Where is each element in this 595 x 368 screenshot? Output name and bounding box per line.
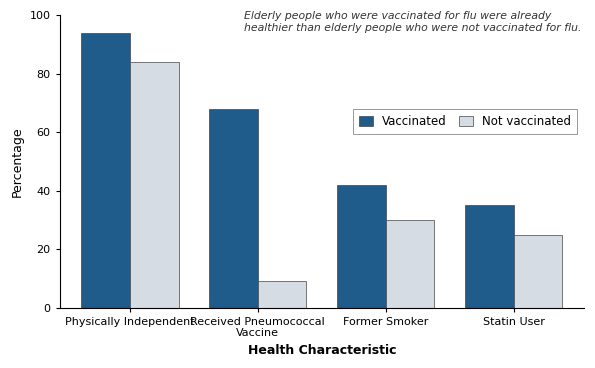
Legend: Vaccinated, Not vaccinated: Vaccinated, Not vaccinated: [353, 109, 577, 134]
Bar: [82, 33, 130, 308]
Bar: [337, 185, 386, 308]
Bar: [386, 220, 434, 308]
Bar: [513, 234, 562, 308]
Bar: [465, 205, 513, 308]
Y-axis label: Percentage: Percentage: [11, 126, 24, 197]
X-axis label: Health Characteristic: Health Characteristic: [248, 344, 396, 357]
Bar: [258, 282, 306, 308]
Text: Elderly people who were vaccinated for flu were already
healthier than elderly p: Elderly people who were vaccinated for f…: [244, 11, 581, 33]
Bar: [209, 109, 258, 308]
Bar: [130, 62, 178, 308]
